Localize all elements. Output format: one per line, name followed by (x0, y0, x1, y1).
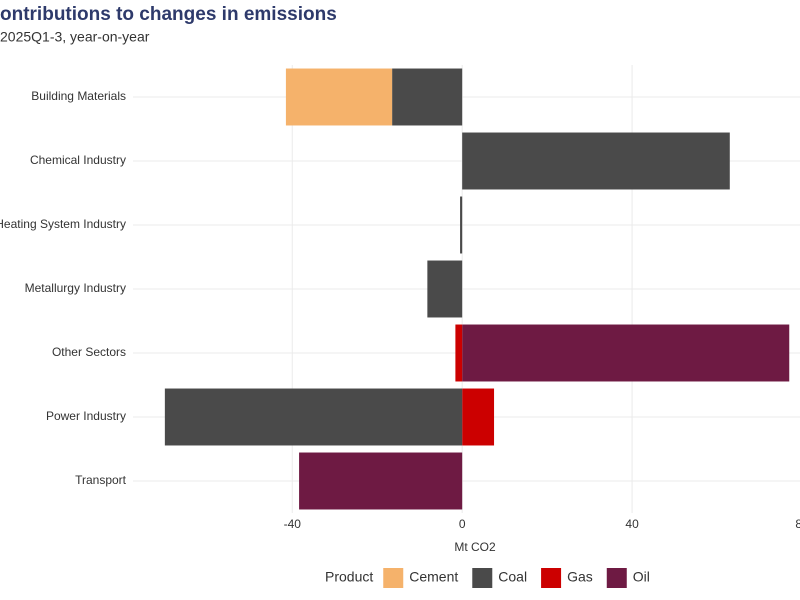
bar-segment (455, 324, 463, 382)
x-tick-label: 0 (459, 517, 466, 531)
bar-segment (462, 324, 790, 382)
chart-title: ontributions to changes in emissions (0, 4, 337, 25)
x-tick-label: 80 (795, 517, 800, 531)
legend-swatch (541, 568, 562, 588)
legend-swatch (472, 568, 493, 588)
y-tick-label: Other Sectors (52, 345, 126, 359)
y-tick-label: Transport (75, 473, 127, 487)
bar-segment (299, 452, 463, 510)
legend-label: Gas (567, 569, 593, 585)
bar-segment (427, 260, 463, 318)
y-tick-label: Metallurgy Industry (25, 281, 126, 295)
chart-subtitle: 2025Q1-3, year-on-year (0, 29, 150, 45)
legend-label: Cement (409, 569, 458, 585)
bar-segment (462, 388, 495, 446)
bar-segment (462, 132, 730, 190)
bar-segment (460, 196, 463, 254)
x-tick-label: 40 (625, 517, 639, 531)
y-tick-label: Building Materials (31, 89, 126, 103)
legend-label: Coal (498, 569, 527, 585)
x-tick-label: -40 (284, 517, 302, 531)
legend-swatch (383, 568, 404, 588)
y-tick-label: Heating System Industry (0, 217, 126, 231)
legend-label: Oil (633, 569, 650, 585)
bar-segment (392, 68, 463, 126)
y-tick-label: Chemical Industry (30, 153, 126, 167)
y-tick-label: Power Industry (46, 409, 126, 423)
bar-segment (285, 68, 393, 126)
bar-segment (164, 388, 463, 446)
x-axis-title: Mt CO2 (454, 540, 496, 554)
legend-title: Product (325, 569, 373, 585)
legend-swatch (606, 568, 627, 588)
